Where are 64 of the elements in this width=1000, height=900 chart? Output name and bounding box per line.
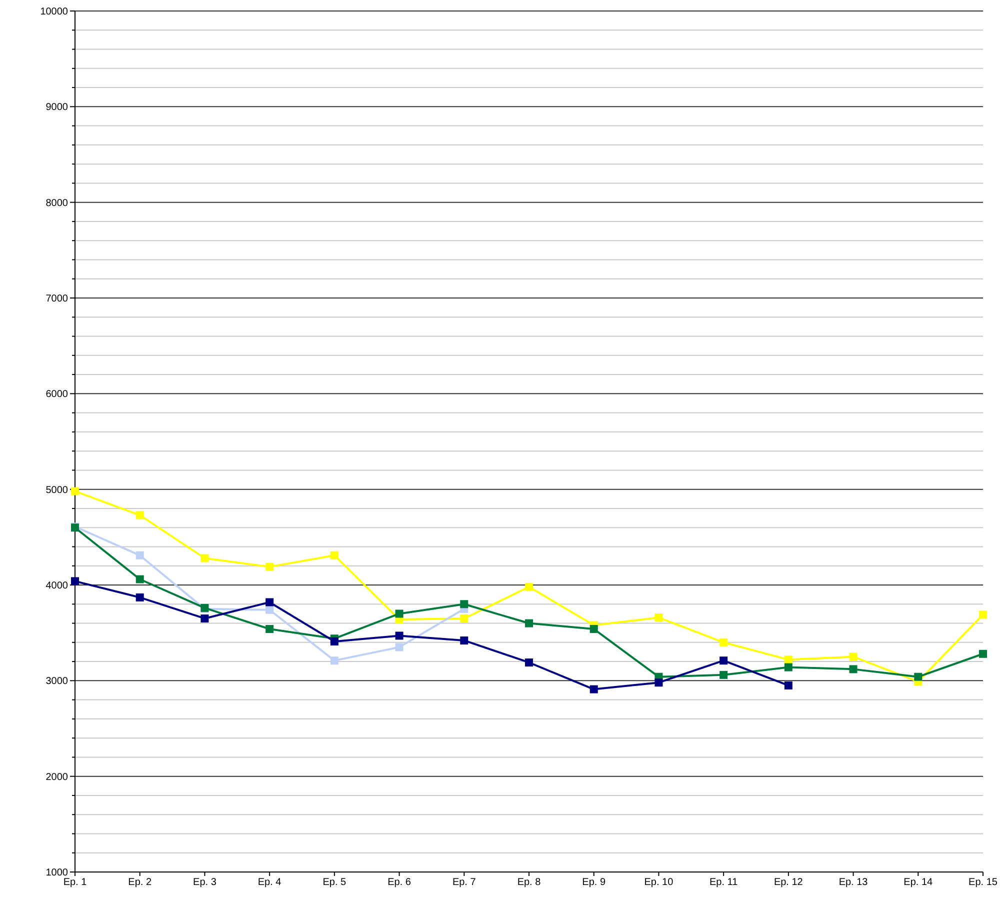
x-tick-label: Ep. 2 bbox=[128, 877, 152, 888]
point bbox=[266, 625, 274, 634]
x-tick-label: Ep. 1 bbox=[63, 877, 88, 888]
point bbox=[266, 606, 274, 614]
point bbox=[71, 487, 79, 496]
x-tick-label: Ep. 14 bbox=[904, 877, 934, 888]
point bbox=[979, 650, 987, 658]
y-tick-label: 8000 bbox=[46, 198, 68, 209]
x-tick-label: Ep. 7 bbox=[452, 877, 476, 888]
x-tick-label: Ep. 15 bbox=[968, 877, 998, 888]
point bbox=[71, 577, 79, 586]
point bbox=[395, 632, 404, 640]
y-tick-label: 5000 bbox=[46, 484, 68, 496]
point bbox=[330, 551, 338, 560]
y-tick-label: 2000 bbox=[46, 772, 68, 783]
y-tick-label: 7000 bbox=[46, 294, 68, 304]
point bbox=[849, 652, 858, 661]
point bbox=[266, 562, 274, 571]
point bbox=[979, 610, 987, 619]
point bbox=[266, 598, 274, 606]
x-tick-label: Ep. 10 bbox=[644, 877, 674, 888]
point bbox=[720, 656, 728, 665]
point bbox=[654, 614, 663, 622]
y-tick-label: 3000 bbox=[46, 676, 68, 688]
x-tick-label: Ep. 3 bbox=[193, 877, 217, 888]
x-tick-label: Ep. 12 bbox=[774, 877, 804, 888]
point bbox=[136, 551, 144, 560]
point bbox=[849, 665, 858, 674]
point bbox=[720, 670, 728, 679]
point bbox=[330, 637, 338, 646]
point bbox=[525, 619, 533, 628]
point bbox=[525, 582, 533, 591]
y-tick-label: 4000 bbox=[46, 580, 68, 592]
point bbox=[784, 656, 792, 664]
y-tick-label: 1000 bbox=[46, 868, 68, 878]
point bbox=[136, 511, 144, 520]
y-tick-label: 9000 bbox=[46, 102, 68, 114]
point bbox=[136, 575, 144, 584]
point bbox=[590, 625, 598, 634]
x-tick-label: Ep. 5 bbox=[322, 877, 347, 888]
y-tick-label: 10000 bbox=[40, 6, 68, 18]
point bbox=[200, 554, 209, 562]
x-tick-label: Ep. 4 bbox=[258, 877, 282, 888]
point bbox=[720, 638, 728, 646]
x-tick-label: Ep. 6 bbox=[388, 877, 412, 888]
point bbox=[784, 681, 792, 690]
point bbox=[395, 610, 404, 618]
point bbox=[784, 663, 792, 672]
x-tick-label: Ep. 9 bbox=[582, 877, 606, 888]
point bbox=[136, 593, 144, 602]
point bbox=[654, 678, 663, 687]
x-tick-label: Ep. 11 bbox=[709, 877, 738, 888]
point bbox=[460, 636, 468, 644]
point bbox=[330, 656, 338, 665]
x-tick-label: Ep. 13 bbox=[838, 877, 868, 888]
point bbox=[525, 658, 533, 666]
x-tick-label: Ep. 8 bbox=[517, 877, 542, 888]
point bbox=[395, 643, 404, 652]
point bbox=[460, 600, 468, 608]
point bbox=[460, 614, 468, 622]
point bbox=[914, 672, 922, 681]
point bbox=[590, 685, 598, 694]
point bbox=[200, 614, 209, 622]
y-tick-label: 6000 bbox=[46, 389, 68, 400]
